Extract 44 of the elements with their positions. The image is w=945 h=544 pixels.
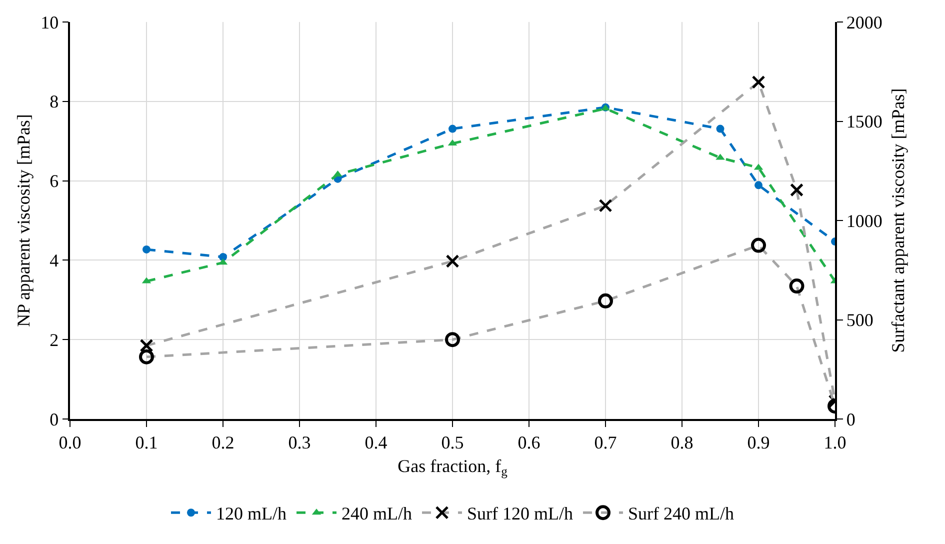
y2-tick-label: 1500: [846, 112, 882, 132]
point: [446, 254, 460, 268]
legend-label: Surf 120 mL/h: [467, 504, 573, 524]
y2-axis-title: Surfactant apparent viscosity [mPas]: [888, 88, 908, 353]
x-tick-label: 0.5: [441, 432, 464, 452]
y2-tick-label: 500: [846, 310, 874, 330]
point: [598, 293, 613, 308]
y-axis-title: NP apparent viscosity [mPas]: [13, 114, 34, 327]
x-tick-label: 0.8: [670, 432, 694, 452]
legend-label: 120 mL/h: [216, 504, 286, 524]
y-tick-label: 0: [50, 409, 59, 430]
point: [751, 238, 766, 253]
point: [140, 338, 154, 352]
y-tick-label: 4: [50, 250, 59, 270]
x-tick-label: 0.3: [288, 432, 311, 452]
point: [445, 332, 460, 348]
x-tick-label: 0.4: [364, 432, 388, 452]
y-tick-label: 8: [50, 92, 59, 112]
point: [790, 183, 804, 197]
point: [219, 253, 227, 262]
x-tick-label: 0.9: [747, 432, 770, 452]
point: [142, 245, 150, 254]
point: [752, 75, 766, 89]
x-tick-label: 0.2: [212, 432, 234, 452]
y2-tick-label: 0: [846, 409, 856, 430]
y-tick-label: 6: [50, 171, 59, 192]
x-axis-title: Gas fraction, f$_{g}$: [398, 456, 508, 479]
point: [448, 124, 456, 133]
point: [598, 198, 612, 212]
legend-label: Surf 240 mL/h: [628, 504, 734, 524]
y-tick-label: 10: [40, 12, 59, 32]
point: [754, 181, 762, 190]
y2-tick-label: 1000: [846, 210, 882, 231]
x-tick-label: 1.0: [824, 432, 846, 452]
x-tick-label: 0.0: [58, 432, 82, 452]
x-tick-label: 0.7: [594, 432, 617, 452]
y-tick-label: 2: [50, 330, 59, 350]
legend-label: 240 mL/h: [342, 504, 412, 524]
x-tick-label: 0.6: [518, 432, 540, 452]
point: [789, 278, 804, 294]
point: [139, 349, 154, 364]
point: [716, 124, 724, 133]
x-tick-label: 0.1: [135, 432, 158, 452]
y2-tick-label: 2000: [846, 12, 882, 32]
